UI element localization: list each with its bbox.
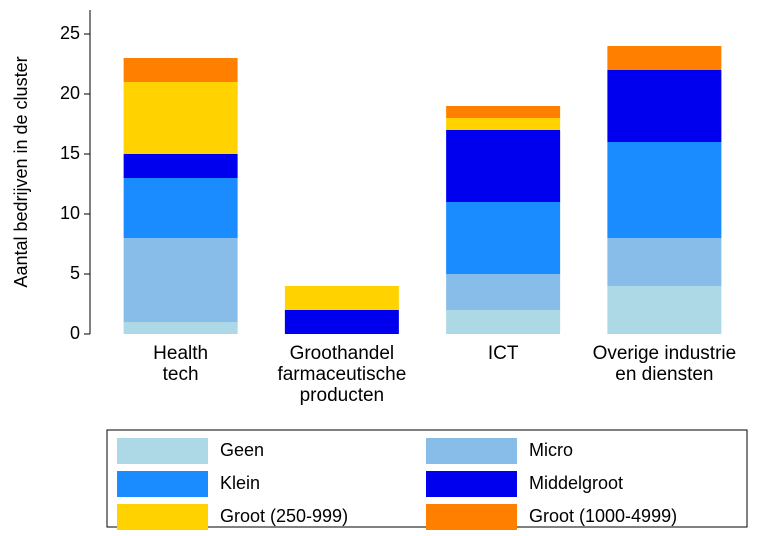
legend-swatch bbox=[117, 471, 208, 497]
y-tick-label: 15 bbox=[60, 143, 80, 163]
legend-swatch bbox=[426, 504, 517, 530]
y-tick-label: 20 bbox=[60, 83, 80, 103]
bar-segment bbox=[123, 154, 238, 178]
bar-segment bbox=[123, 238, 238, 322]
y-axis-label: Aantal bedrijven in de cluster bbox=[11, 56, 31, 287]
legend-swatch bbox=[426, 438, 517, 464]
bar-segment bbox=[284, 286, 399, 310]
legend-label: Groot (1000-4999) bbox=[529, 506, 677, 526]
bar-segment bbox=[607, 70, 722, 142]
bar-segment bbox=[446, 202, 561, 274]
legend-label: Groot (250-999) bbox=[220, 506, 348, 526]
y-tick-label: 0 bbox=[70, 323, 80, 343]
bar-segment bbox=[446, 130, 561, 202]
x-tick-label: ICT bbox=[487, 343, 519, 364]
legend-label: Middelgroot bbox=[529, 473, 623, 493]
legend-label: Micro bbox=[529, 440, 573, 460]
bar-segment bbox=[123, 178, 238, 238]
y-tick-label: 10 bbox=[60, 203, 80, 223]
x-tick-label: Health tech bbox=[153, 343, 209, 385]
y-tick-label: 5 bbox=[70, 263, 80, 283]
x-tick-label: Overige industrie en diensten bbox=[592, 343, 737, 385]
bar-segment bbox=[607, 46, 722, 70]
legend-swatch bbox=[117, 504, 208, 530]
bar-segment bbox=[607, 142, 722, 238]
y-tick-label: 25 bbox=[60, 23, 80, 43]
bar-segment bbox=[123, 58, 238, 82]
bar-segment bbox=[446, 310, 561, 334]
legend-label: Geen bbox=[220, 440, 264, 460]
bar-segment bbox=[607, 286, 722, 334]
bar-segment bbox=[123, 82, 238, 154]
bar-segment bbox=[607, 238, 722, 286]
legend-label: Klein bbox=[220, 473, 260, 493]
legend-swatch bbox=[117, 438, 208, 464]
bar-segment bbox=[446, 274, 561, 310]
bar-segment bbox=[446, 106, 561, 118]
bar-segment bbox=[446, 118, 561, 130]
bar-segment bbox=[284, 310, 399, 334]
bar-segment bbox=[123, 322, 238, 334]
legend-swatch bbox=[426, 471, 517, 497]
x-tick-label: Groothandel farmaceutische producten bbox=[277, 343, 407, 406]
